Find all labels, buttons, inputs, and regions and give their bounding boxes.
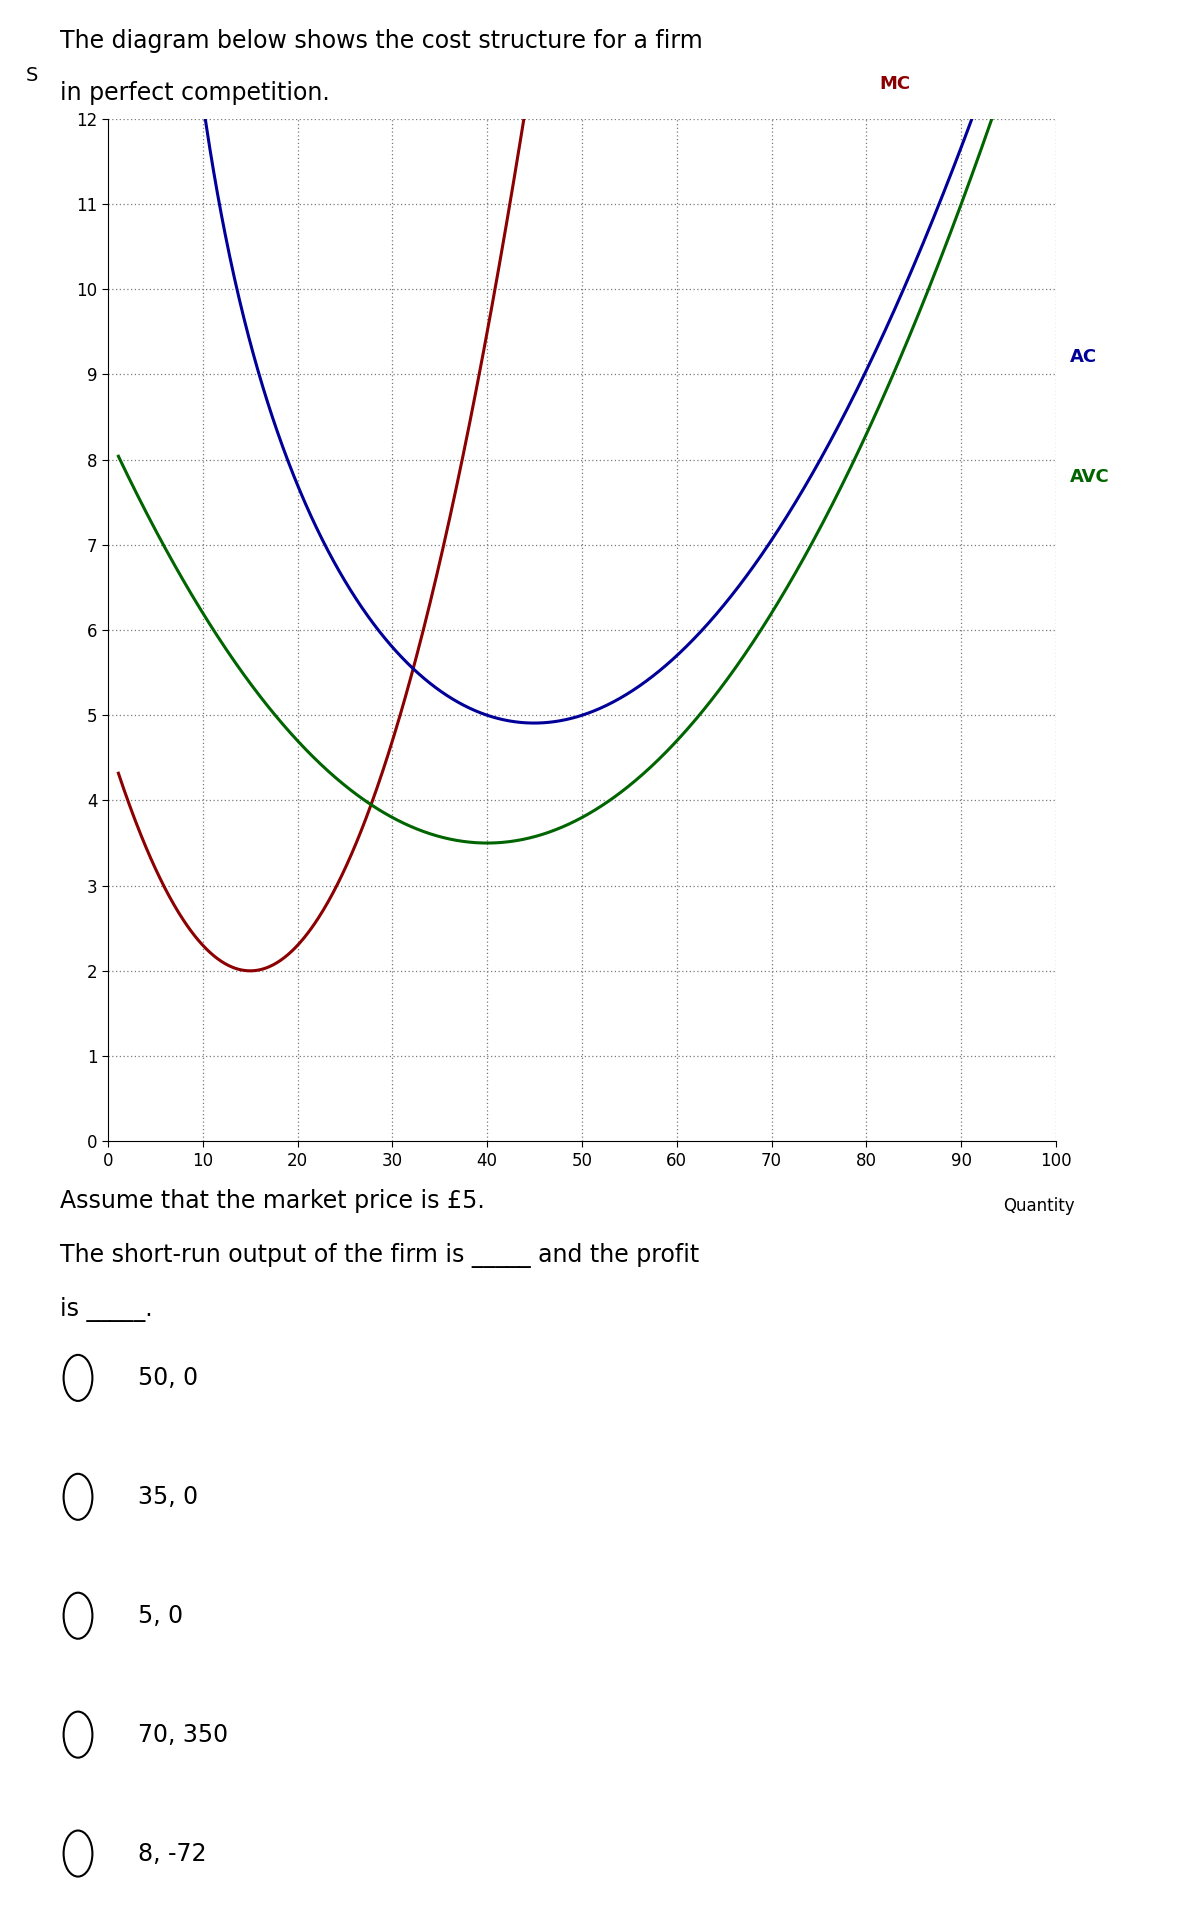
Text: is _____.: is _____. bbox=[60, 1297, 152, 1322]
Text: Assume that the market price is £5.: Assume that the market price is £5. bbox=[60, 1189, 485, 1214]
Text: AVC: AVC bbox=[1070, 468, 1110, 485]
X-axis label: Quantity: Quantity bbox=[1003, 1197, 1075, 1216]
Text: in perfect competition.: in perfect competition. bbox=[60, 81, 330, 105]
Text: 70, 350: 70, 350 bbox=[138, 1722, 228, 1747]
Text: 8, -72: 8, -72 bbox=[138, 1841, 206, 1866]
Text: MC: MC bbox=[880, 75, 911, 94]
Text: 35, 0: 35, 0 bbox=[138, 1485, 198, 1509]
Text: The diagram below shows the cost structure for a firm: The diagram below shows the cost structu… bbox=[60, 29, 703, 54]
Text: 5, 0: 5, 0 bbox=[138, 1603, 184, 1628]
Text: The short-run output of the firm is _____ and the profit: The short-run output of the firm is ____… bbox=[60, 1243, 700, 1268]
Text: 50, 0: 50, 0 bbox=[138, 1366, 198, 1391]
Text: S: S bbox=[26, 65, 38, 84]
Text: AC: AC bbox=[1070, 349, 1097, 366]
